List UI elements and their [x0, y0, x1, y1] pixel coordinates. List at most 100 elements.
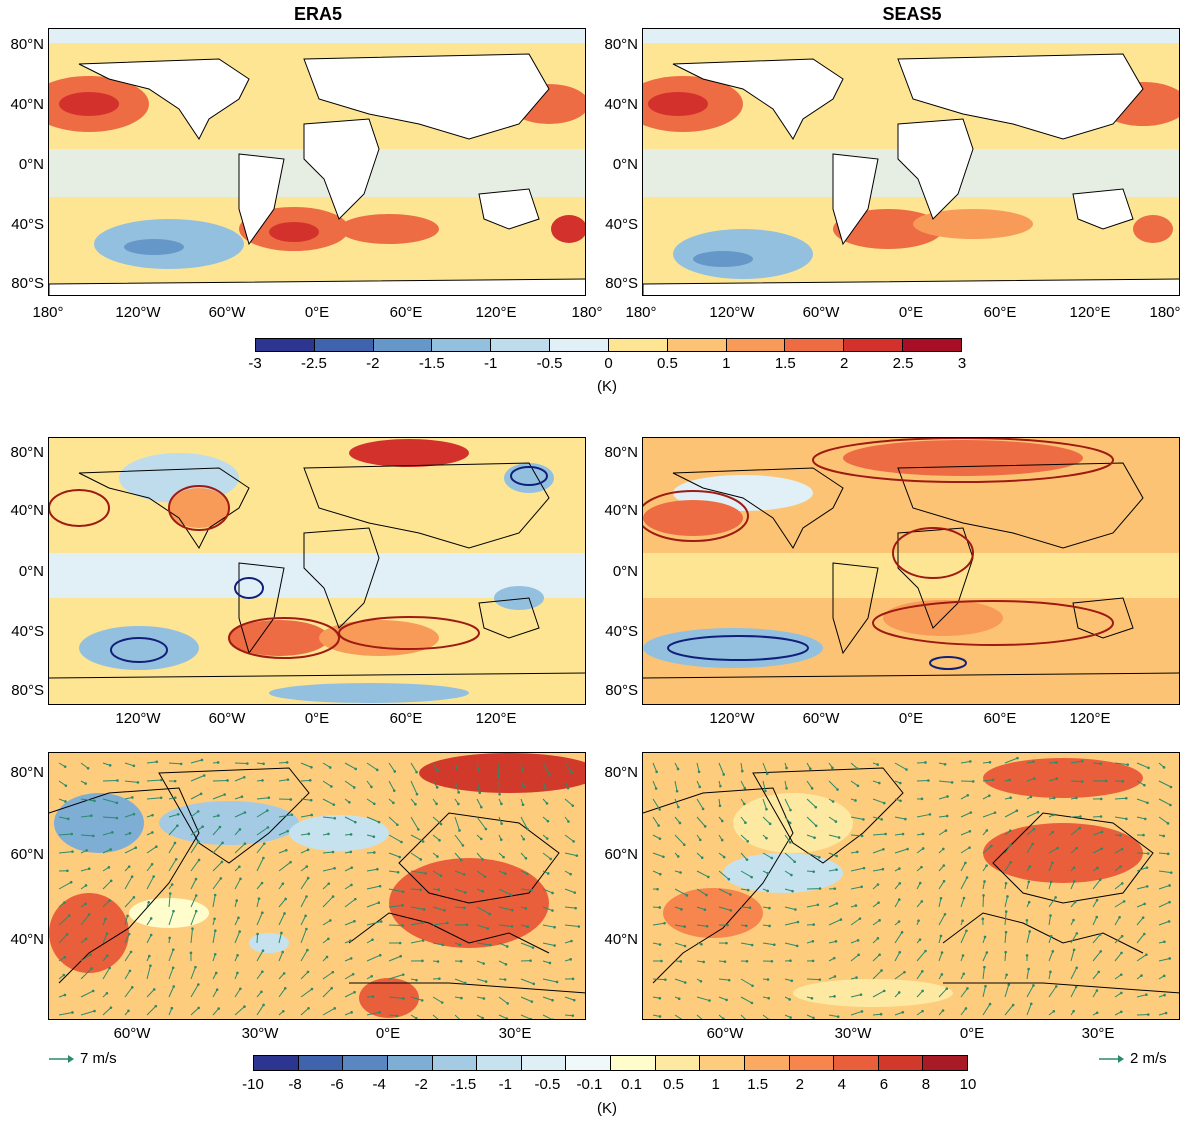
wind-vector-head [682, 843, 686, 846]
wind-vector [872, 990, 885, 998]
wind-vector-head [220, 860, 224, 864]
wind-vector-head [1055, 761, 1058, 764]
wind-vector-head [67, 914, 71, 917]
wind-vector [454, 978, 466, 984]
wind-vector-head [196, 810, 200, 813]
lat-label: 80°N [604, 444, 638, 461]
wind-vector-head [676, 855, 680, 858]
wind-vector-head [878, 919, 881, 922]
wind-vector-head [284, 848, 288, 852]
colorbar-tick-label: -6 [330, 1076, 344, 1093]
wind-vector [872, 919, 880, 926]
wind-vector-head [149, 917, 153, 920]
lat-label: 40°S [11, 623, 44, 640]
wind-vector-head [1120, 951, 1123, 955]
wind-vector [300, 896, 307, 908]
wind-vector-head [1145, 885, 1149, 888]
map-era5-row1 [48, 28, 586, 296]
wind-vector [102, 798, 117, 804]
wind-vector-head [422, 908, 426, 911]
wind-vector [1026, 828, 1035, 836]
lat-label: 80°N [10, 444, 44, 461]
wind-vector-head [570, 771, 574, 774]
wind-vector [80, 798, 95, 802]
wind-vector-head [1100, 830, 1104, 834]
wind-vector-head [968, 829, 972, 833]
wind-vector-head [115, 801, 119, 805]
regional-map-seas5 [643, 753, 1179, 1019]
wind-vector-head [1009, 843, 1012, 847]
wind-vector-head [421, 840, 425, 843]
wind-vector-head [679, 960, 683, 963]
wind-vector-head [789, 1016, 792, 1019]
wind-vector-head [84, 937, 88, 941]
wind-vector [146, 876, 155, 890]
wind-vector-head [236, 971, 239, 975]
wind-vector-head [1095, 989, 1099, 992]
wind-vector [564, 762, 573, 773]
wind-vector-head [905, 768, 908, 771]
colorbar-tick-label: 1.5 [774, 355, 796, 372]
wind-vector-head [1049, 880, 1053, 884]
wind-vector-head [305, 895, 308, 898]
wind-vector [388, 852, 400, 858]
wind-vector [850, 918, 861, 926]
wind-vector [938, 988, 948, 998]
lon-label: 60°E [983, 304, 1017, 321]
wind-vector-head [835, 854, 838, 858]
wind-vector [652, 870, 661, 875]
wind-vector-head [499, 838, 503, 841]
wind-vector-head [152, 875, 155, 878]
wind-vector-head [243, 811, 247, 814]
wind-vector [124, 987, 133, 998]
wind-vector [1136, 885, 1148, 890]
wind-vector [80, 762, 89, 769]
wind-vector-head [240, 795, 244, 799]
wind-vector [58, 915, 70, 926]
wind-vector-head [729, 909, 733, 912]
wind-vector [718, 906, 731, 911]
wind-vector [828, 1014, 839, 1018]
wind-vector [872, 954, 880, 962]
wind-vector [366, 762, 378, 771]
wind-vector [102, 880, 112, 890]
wind-vector-head [946, 795, 949, 798]
wind-vector [850, 1010, 863, 1016]
wind-vector-head [943, 762, 947, 766]
wind-vector [344, 762, 356, 770]
wind-vector-head [439, 822, 443, 826]
colorbar-tick-label: 2.5 [892, 355, 914, 372]
wind-vector-head [421, 921, 424, 924]
wind-vector [1070, 967, 1078, 980]
wind-vector-head [765, 772, 769, 776]
wind-vector [872, 798, 885, 804]
wind-vector-head [555, 980, 559, 984]
wind-vector [432, 834, 440, 841]
wind-vector [938, 815, 948, 818]
wind-vector-head [216, 761, 220, 764]
wind-vector-head [1079, 815, 1082, 818]
wind-vector-head [729, 893, 732, 896]
wind-vector [256, 843, 265, 854]
wind-vector-head [481, 890, 485, 893]
wind-vector-head [213, 917, 216, 921]
wind-vector-head [127, 865, 131, 868]
wind-vector [124, 762, 135, 767]
wind-vector-head [500, 802, 503, 806]
colorbar-top [255, 338, 962, 352]
wind-vector [806, 978, 820, 981]
wind-vector [696, 816, 706, 827]
wind-vector-head [985, 951, 989, 954]
wind-vector-head [526, 872, 529, 876]
wind-vector-head [415, 1017, 418, 1019]
colorbar-tick-label: 0.5 [656, 355, 678, 372]
wind-vector [454, 870, 465, 875]
colorbar-tick-label: -1.5 [418, 355, 445, 372]
colorbar-swatch [903, 339, 961, 351]
lon-label: 60°W [208, 304, 246, 321]
wind-vector-head [461, 844, 465, 847]
wind-vector-head [906, 847, 909, 851]
wind-vector-head [202, 774, 206, 777]
wind-vector-head [701, 807, 705, 811]
wind-vector [894, 952, 901, 962]
